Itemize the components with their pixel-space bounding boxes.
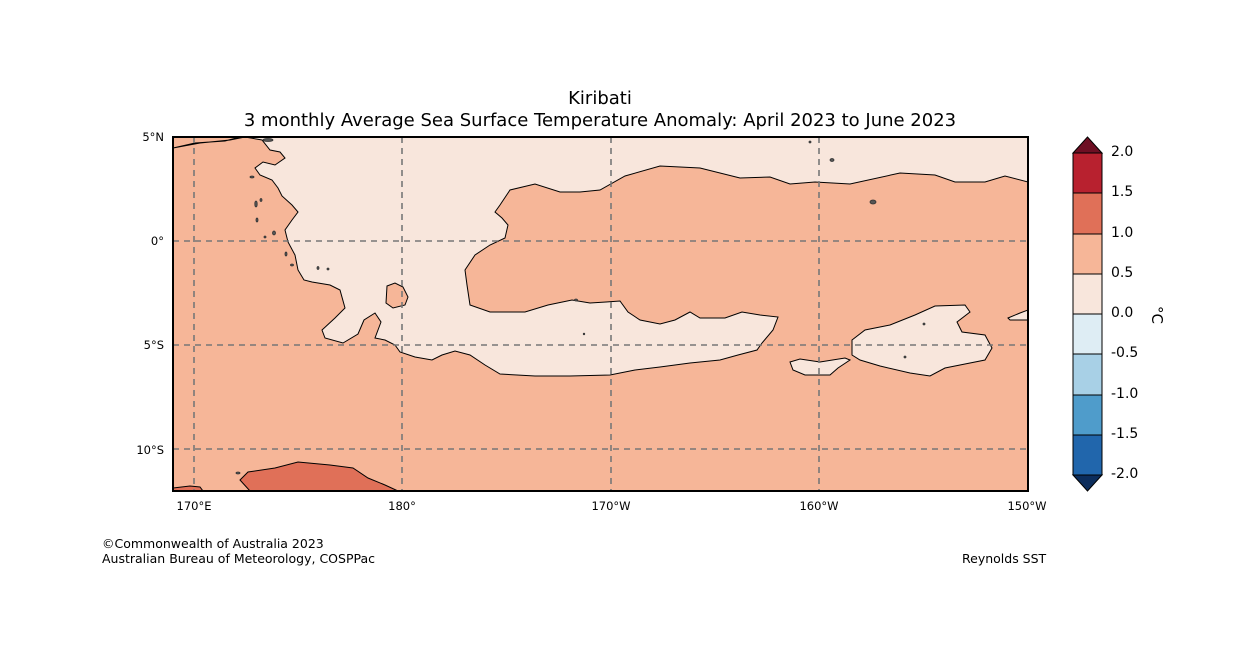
agency-text: Australian Bureau of Meteorology, COSPPa… <box>102 551 375 566</box>
lat-label-0: 0° <box>150 234 164 248</box>
map-frame <box>172 136 1029 492</box>
colorbar-label: -1.0 <box>1111 386 1139 402</box>
anomaly-region-0-05-east <box>851 304 993 377</box>
colorbar <box>1071 136 1104 492</box>
anomaly-region-10-15 <box>239 461 399 491</box>
lat-label-10s: 10°S <box>136 443 164 457</box>
colorbar-segment <box>1072 233 1103 275</box>
colorbar-unit: °C <box>1147 306 1166 324</box>
colorbar-label: 1.0 <box>1111 225 1134 241</box>
colorbar-cap-bottom <box>1071 474 1104 492</box>
anomaly-region-05-10-patch <box>385 282 409 309</box>
lon-label-180: 180° <box>388 499 416 513</box>
colorbar-segment <box>1072 313 1103 355</box>
colorbar-segment <box>1072 192 1103 235</box>
colorbar-label: -0.5 <box>1111 345 1139 361</box>
copyright-text: ©Commonwealth of Australia 2023 <box>102 536 324 551</box>
anomaly-region-0-05-east-small <box>789 357 852 376</box>
colorbar-label: -2.0 <box>1111 466 1139 482</box>
map-title: Kiribati <box>568 88 632 109</box>
lon-label-170w: 170°W <box>591 499 631 513</box>
colorbar-label: 2.0 <box>1111 144 1134 160</box>
lon-label-150w: 150°W <box>1007 499 1047 513</box>
colorbar-cap-top <box>1071 136 1104 154</box>
lat-label-5s: 5°S <box>143 338 164 352</box>
colorbar-segment <box>1072 353 1103 396</box>
colorbar-label: 0.0 <box>1111 305 1134 321</box>
islands <box>235 138 926 475</box>
colorbar-segment <box>1072 273 1103 315</box>
colorbar-label: -1.5 <box>1111 426 1139 442</box>
colorbar-label: 0.5 <box>1111 265 1134 281</box>
lat-label-5n: 5°N <box>142 130 164 144</box>
anomaly-region-0-05-main <box>173 137 1028 377</box>
map-subtitle: 3 monthly Average Sea Surface Temperatur… <box>243 110 957 131</box>
colorbar-segment <box>1072 394 1103 436</box>
lon-label-170e: 170°E <box>176 499 212 513</box>
colorbar-segment <box>1072 434 1103 476</box>
anomaly-region-10-15-corner <box>173 485 204 491</box>
anomaly-field <box>173 137 1028 491</box>
source-text: Reynolds SST <box>962 551 1047 566</box>
gridlines <box>173 137 1028 491</box>
lon-label-160w: 160°W <box>799 499 839 513</box>
anomaly-region-0-05-edge <box>1007 309 1028 321</box>
colorbar-segment <box>1072 152 1103 194</box>
colorbar-label: 1.5 <box>1111 184 1134 200</box>
